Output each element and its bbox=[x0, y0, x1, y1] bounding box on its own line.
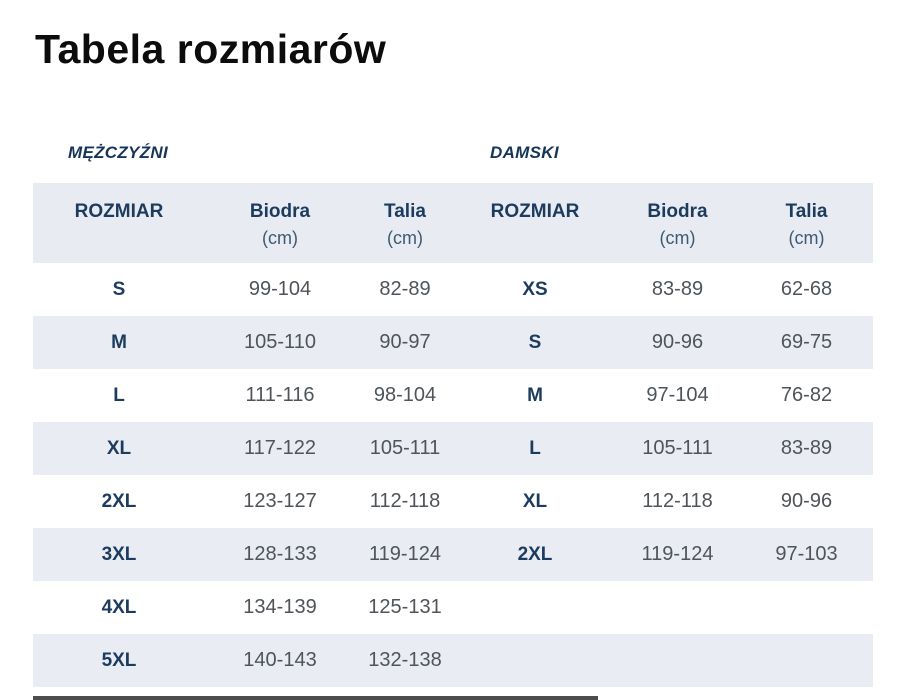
size-table: ROZMIAR Biodra (cm) Talia (cm) ROZMIAR B… bbox=[33, 183, 873, 687]
measurement-cell: 123-127 bbox=[243, 490, 317, 512]
size-cell bbox=[455, 581, 615, 634]
measurement-cell: 98-104 bbox=[373, 384, 437, 406]
table-row: 3XL 128-133 119-124 2XL 119-124 97-103 bbox=[33, 528, 873, 581]
header-women-hips: Biodra (cm) bbox=[615, 183, 740, 263]
size-cell: 4XL bbox=[101, 596, 137, 618]
header-men-hips: Biodra (cm) bbox=[205, 183, 355, 263]
measurement-cell: 119-124 bbox=[369, 543, 441, 565]
measurement-cell: 83-89 bbox=[651, 278, 704, 300]
measurement-cell: 90-96 bbox=[651, 331, 704, 353]
measurement-cell: 140-143 bbox=[243, 649, 317, 671]
size-cell: XL bbox=[106, 437, 132, 459]
measurement-cell: 111-116 bbox=[245, 384, 315, 406]
cutoff-divider bbox=[33, 696, 598, 700]
measurement-cell: 82-89 bbox=[379, 278, 431, 300]
size-cell: M bbox=[527, 384, 543, 406]
header-label: ROZMIAR bbox=[74, 201, 164, 222]
header-unit: (cm) bbox=[262, 228, 298, 248]
header-label: Biodra bbox=[647, 201, 708, 222]
size-cell: L bbox=[529, 437, 541, 459]
measurement-cell: 90-97 bbox=[379, 331, 431, 353]
measurement-cell: 97-103 bbox=[775, 543, 838, 565]
section-labels: MĘŻCZYŹNI DAMSKI bbox=[0, 143, 915, 167]
size-cell bbox=[455, 634, 615, 687]
measurement-cell bbox=[740, 581, 873, 634]
table-body: S 99-104 82-89 XS 83-89 62-68 M 105-110 90-97 S 90… bbox=[33, 263, 873, 687]
header-label: ROZMIAR bbox=[490, 201, 580, 222]
size-cell: XS bbox=[522, 278, 548, 300]
table-row: L 111-116 98-104 M 97-104 76-82 bbox=[33, 369, 873, 422]
page-title: Tabela rozmiarów bbox=[35, 26, 387, 72]
table-row: 5XL 140-143 132-138 bbox=[33, 634, 873, 687]
measurement-cell bbox=[615, 634, 740, 687]
measurement-cell: 83-89 bbox=[780, 437, 833, 459]
size-cell: XL bbox=[522, 490, 548, 512]
measurement-cell: 69-75 bbox=[780, 331, 833, 353]
measurement-cell: 112-118 bbox=[642, 490, 713, 512]
header-unit: (cm) bbox=[387, 228, 423, 248]
size-cell: 5XL bbox=[101, 649, 137, 671]
header-label: Talia bbox=[785, 201, 828, 222]
measurement-cell: 119-124 bbox=[641, 543, 714, 565]
table-row: M 105-110 90-97 S 90-96 69-75 bbox=[33, 316, 873, 369]
size-cell: S bbox=[528, 331, 542, 353]
size-cell: L bbox=[113, 384, 125, 406]
table-row: S 99-104 82-89 XS 83-89 62-68 bbox=[33, 263, 873, 316]
measurement-cell: 112-118 bbox=[369, 490, 441, 512]
size-cell: M bbox=[111, 331, 127, 353]
measurement-cell: 90-96 bbox=[780, 490, 833, 512]
table-row: 2XL 123-127 112-118 XL 112-118 90-96 bbox=[33, 475, 873, 528]
header-women-size: ROZMIAR bbox=[455, 183, 615, 263]
section-label-women: DAMSKI bbox=[490, 143, 559, 162]
header-label: Biodra bbox=[249, 201, 311, 222]
measurement-cell: 128-133 bbox=[243, 543, 317, 565]
measurement-cell: 76-82 bbox=[780, 384, 833, 406]
measurement-cell: 105-111 bbox=[642, 437, 713, 459]
header-women-waist: Talia (cm) bbox=[740, 183, 873, 263]
measurement-cell: 132-138 bbox=[368, 649, 442, 671]
header-label: Talia bbox=[384, 201, 426, 222]
header-unit: (cm) bbox=[788, 228, 825, 248]
measurement-cell: 99-104 bbox=[248, 278, 312, 300]
measurement-cell: 105-111 bbox=[369, 437, 441, 459]
table-row: XL 117-122 105-111 L 105-111 83-89 bbox=[33, 422, 873, 475]
header-unit: (cm) bbox=[659, 228, 696, 248]
size-cell: 2XL bbox=[101, 490, 137, 512]
size-cell: 3XL bbox=[101, 543, 137, 565]
measurement-cell bbox=[740, 634, 873, 687]
table-header-row: ROZMIAR Biodra (cm) Talia (cm) ROZMIAR B… bbox=[33, 183, 873, 263]
measurement-cell: 117-122 bbox=[244, 437, 316, 459]
measurement-cell: 62-68 bbox=[780, 278, 833, 300]
measurement-cell: 134-139 bbox=[243, 596, 317, 618]
size-cell: S bbox=[112, 278, 126, 300]
measurement-cell: 125-131 bbox=[368, 596, 442, 618]
header-men-size: ROZMIAR bbox=[33, 183, 205, 263]
section-label-men: MĘŻCZYŹNI bbox=[68, 143, 168, 162]
size-cell: 2XL bbox=[517, 543, 553, 565]
measurement-cell: 97-104 bbox=[646, 384, 709, 406]
table-row: 4XL 134-139 125-131 bbox=[33, 581, 873, 634]
measurement-cell: 105-110 bbox=[244, 331, 316, 353]
header-men-waist: Talia (cm) bbox=[355, 183, 455, 263]
measurement-cell bbox=[615, 581, 740, 634]
